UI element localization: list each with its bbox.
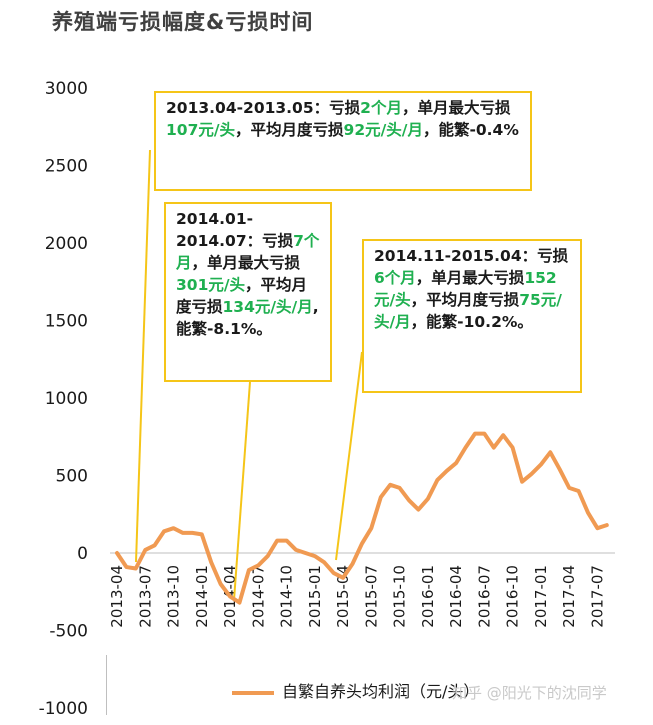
x-tick-label: 2016-01 <box>419 565 437 628</box>
y-tick-label: 1000 <box>45 389 88 409</box>
y-tick-label: 0 <box>77 544 88 564</box>
x-tick-label: 2013-04 <box>108 565 126 628</box>
x-tick-label: 2013-10 <box>165 565 183 628</box>
x-tick-label: 2015-07 <box>362 565 380 628</box>
x-tick-label: 2015-01 <box>306 565 324 628</box>
annotation-pointer <box>335 351 363 561</box>
x-tick-label: 2015-10 <box>391 565 409 628</box>
annotation-period: 2013.04-2013.05： <box>166 99 330 117</box>
annotation-highlight: 92元/头/月 <box>343 121 423 139</box>
chart-title: 养殖端亏损幅度&亏损时间 <box>52 10 314 34</box>
annotation-text: ，能繁-0.4% <box>422 121 519 139</box>
axis-lower-line <box>106 655 107 715</box>
annotation-highlight: 301元/头 <box>176 276 246 294</box>
x-tick-label: 2017-01 <box>532 565 550 628</box>
annotation-text: ，能繁-10.2%。 <box>410 313 533 331</box>
annotation-text: 亏损 <box>329 99 361 117</box>
legend-label: 自繁自养头均利润（元/头） <box>282 682 480 701</box>
annotation-text: ，平均月度亏损 <box>176 276 308 316</box>
y-tick-label: -500 <box>49 622 88 642</box>
y-tick-label: 3000 <box>45 79 88 99</box>
annotation-text: ,能繁-8.1%。 <box>176 298 319 338</box>
annotation-text: ，平均月度亏损 <box>410 291 520 309</box>
annotation-highlight: 7个月 <box>176 232 320 272</box>
x-tick-label: 2016-07 <box>475 565 493 628</box>
y-tick-label: 2000 <box>45 234 88 254</box>
x-tick-label: 2014-10 <box>278 565 296 628</box>
annotation-text: 亏损 <box>262 232 294 250</box>
annotation-pointer <box>233 381 251 601</box>
annotation-highlight: 6个月 <box>374 269 416 287</box>
annotation-pointer <box>135 149 151 563</box>
annotation-2014: 2014.01-2014.07：亏损7个月，单月最大亏损 301元/头，平均月度亏… <box>164 202 332 382</box>
y-tick-label: 500 <box>56 467 88 487</box>
y-tick-label: 1500 <box>45 312 88 332</box>
x-tick-label: 2013-07 <box>136 565 154 628</box>
x-tick-label: 2016-10 <box>504 565 522 628</box>
annotation-period: 2014.01-2014.07： <box>176 210 263 250</box>
annotation-period: 2014.11-2015.04： <box>374 247 538 265</box>
annotation-text: 亏损 <box>537 247 569 265</box>
annotation-text: ，单月最大亏损 <box>191 254 301 272</box>
y-tick-label: 2500 <box>45 157 88 177</box>
annotation-text: ，单月最大亏损 <box>401 99 511 117</box>
x-tick-label: 2014-07 <box>249 565 267 628</box>
annotation-highlight: 2个月 <box>360 99 402 117</box>
annotation-highlight: 75元/头/月 <box>374 291 562 331</box>
annotation-highlight: 134元/头/月 <box>222 298 313 316</box>
y-tick-label: -1000 <box>39 699 88 719</box>
annotation-highlight: 107元/头 <box>166 121 236 139</box>
legend-swatch <box>232 690 274 695</box>
x-tick-label: 2017-04 <box>560 565 578 628</box>
x-tick-label: 2017-07 <box>588 565 606 628</box>
annotation-2013: 2013.04-2013.05：亏损2个月，单月最大亏损 107元/头，平均月度亏… <box>154 91 532 191</box>
x-tick-label: 2016-04 <box>447 565 465 628</box>
x-tick-label: 2015-04 <box>334 565 352 628</box>
annotation-highlight: 152元/头 <box>374 269 557 309</box>
annotation-text: ，单月最大亏损 <box>415 269 525 287</box>
x-tick-label: 2014-01 <box>193 565 211 628</box>
annotation-text: ，平均月度亏损 <box>235 121 344 139</box>
series-line <box>115 431 609 605</box>
annotation-2015: 2014.11-2015.04：亏损 6个月，单月最大亏损152元/头，平均月度亏… <box>362 239 582 393</box>
legend: 自繁自养头均利润（元/头） <box>232 678 479 702</box>
watermark: 知乎 @阳光下的沈同学 <box>452 684 607 702</box>
